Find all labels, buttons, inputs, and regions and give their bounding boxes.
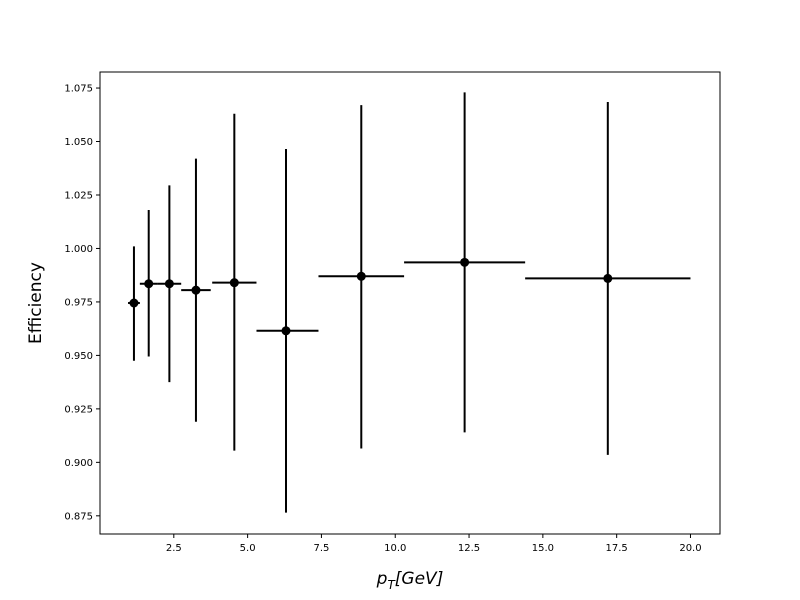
y-tick-label: 0.975 [64,297,93,308]
plot-area [99,71,721,535]
x-tick-label: 15.0 [532,543,554,554]
data-point [229,278,239,288]
y-tick-label: 1.025 [64,190,93,201]
x-axis-label: pT[GeV] [376,569,444,592]
x-tick-label: 5.0 [240,543,256,554]
y-tick-label: 1.075 [64,84,93,95]
data-point [603,273,613,283]
data-point [356,271,366,281]
x-tick-label: 17.5 [606,543,628,554]
y-tick-label: 0.925 [64,404,93,415]
y-tick-label: 0.875 [64,511,93,522]
y-tick-label: 0.950 [64,351,93,362]
y-tick-label: 0.900 [64,458,93,469]
data-point [164,279,174,289]
data-point [281,326,291,336]
y-axis-label: Efficiency [26,262,46,344]
x-tick-label: 7.5 [313,543,329,554]
data-point [129,298,139,308]
x-tick-label: 2.5 [166,543,182,554]
x-tick-label: 20.0 [679,543,701,554]
x-tick-label: 10.0 [384,543,406,554]
y-axis: 0.875 0.900 0.925 0.950 0.975 1.000 1.025 1.050… [64,84,100,522]
y-tick-label: 1.000 [64,244,93,255]
x-tick-label: 12.5 [458,543,480,554]
y-tick-label: 1.050 [64,137,93,148]
data-point [144,279,154,289]
data-series [128,92,691,513]
data-point [191,285,201,295]
x-axis: 2.5 5.0 7.5 10.0 12.5 15.0 17.5 20.0 [166,534,702,554]
data-point [460,257,470,267]
